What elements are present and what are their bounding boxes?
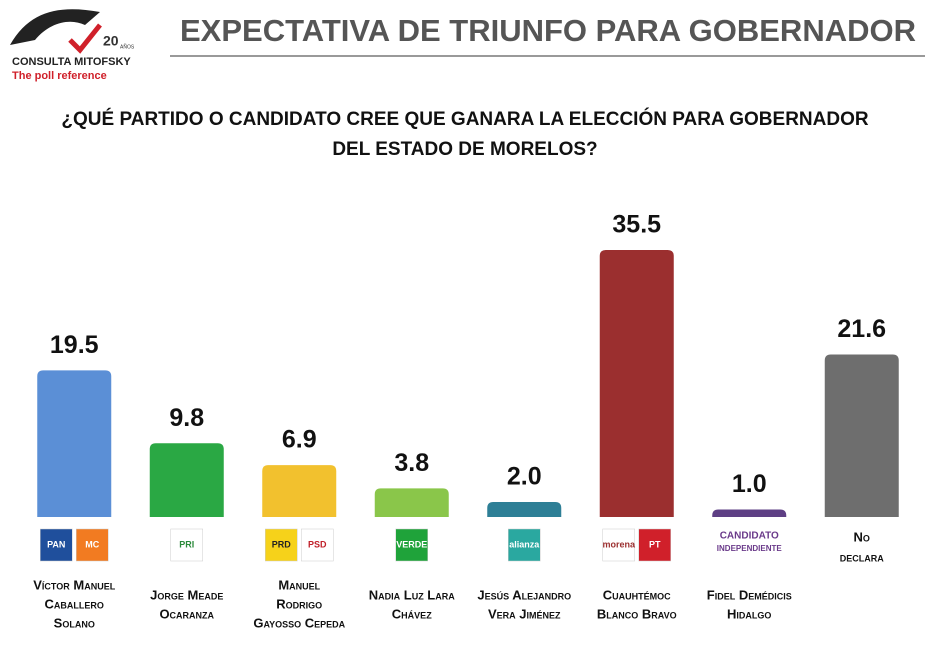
- x-tick-label: Víctor Manuel: [33, 577, 115, 592]
- x-tick-label: Ocaranza: [159, 606, 214, 621]
- chart-title: EXPECTATIVA DE TRIUNFO PARA GOBERNADOR: [180, 13, 916, 48]
- value-label: 9.8: [169, 404, 204, 432]
- x-tick-label: Caballero: [45, 596, 104, 611]
- x-tick-label: Vera Jiménez: [488, 606, 561, 621]
- logo-text: PRI: [179, 539, 194, 549]
- logo-box: [40, 528, 73, 562]
- bar: [149, 443, 224, 517]
- bar: [712, 509, 787, 517]
- x-tick-label: Chávez: [392, 606, 432, 621]
- x-tick-label: declara: [840, 549, 884, 564]
- value-label: 35.5: [612, 211, 661, 239]
- logo-box: [508, 528, 541, 562]
- bar: [37, 370, 112, 517]
- logo-box: [301, 528, 334, 562]
- logo-box: [170, 528, 203, 562]
- value-label: 6.9: [282, 426, 317, 454]
- logo-brand: CONSULTA MITOFSKY: [12, 56, 131, 68]
- bar: [824, 354, 899, 517]
- logo-text: alianza: [509, 539, 540, 549]
- subtitle: DEL ESTADO DE MORELOS?: [332, 139, 597, 160]
- x-tick-label: Blanco Bravo: [597, 606, 677, 621]
- logo-shape: [10, 9, 100, 45]
- logo-text: VERDE: [396, 539, 427, 549]
- x-tick-label: No: [854, 529, 870, 544]
- logo-text: CANDIDATO: [720, 531, 779, 542]
- x-tick-label: Solano: [54, 615, 95, 630]
- logo-years: 20: [103, 33, 119, 49]
- x-tick-label: Hidalgo: [727, 606, 771, 621]
- x-tick-label: Manuel: [278, 577, 320, 592]
- logo-box: [265, 528, 298, 562]
- bar: [374, 488, 449, 517]
- logo-years-word: AÑOS: [120, 43, 135, 50]
- x-tick-label: Rodrigo: [276, 596, 322, 611]
- logo-text: PSD: [308, 539, 327, 549]
- bar: [262, 465, 337, 517]
- x-tick-label: Cuauhtémoc: [603, 587, 671, 602]
- logo-tagline: The poll reference: [12, 70, 107, 82]
- value-label: 19.5: [50, 331, 99, 359]
- logo-check: [68, 23, 102, 54]
- logo-box: [76, 528, 109, 562]
- value-label: 3.8: [394, 449, 429, 477]
- logo-box: [602, 528, 635, 562]
- bar: [487, 501, 562, 517]
- logo-text: PRD: [272, 539, 292, 549]
- x-tick-label: Jesús Alejandro: [477, 587, 571, 602]
- x-tick-label: Fidel Demédicis: [707, 587, 792, 602]
- logo-text: morena: [602, 539, 636, 549]
- subtitle: ¿QUÉ PARTIDO O CANDIDATO CREE QUE GANARA…: [61, 108, 868, 130]
- logo-text: INDEPENDIENTE: [717, 544, 783, 553]
- x-tick-label: Gayosso Cepeda: [253, 615, 345, 630]
- bar: [599, 250, 674, 517]
- logo-box: [638, 528, 671, 562]
- value-label: 1.0: [732, 470, 767, 498]
- value-label: 2.0: [507, 463, 542, 491]
- x-tick-label: Jorge Meade: [150, 587, 223, 602]
- value-label: 21.6: [837, 315, 886, 343]
- logo: 20 AÑOS CONSULTA MITOFSKY The poll refer…: [10, 9, 135, 82]
- logo-box: [395, 528, 428, 562]
- logo-text: MC: [85, 539, 99, 549]
- logo-text: PT: [649, 539, 661, 549]
- logo-text: PAN: [47, 539, 65, 549]
- x-tick-label: Nadia Luz Lara: [369, 587, 455, 602]
